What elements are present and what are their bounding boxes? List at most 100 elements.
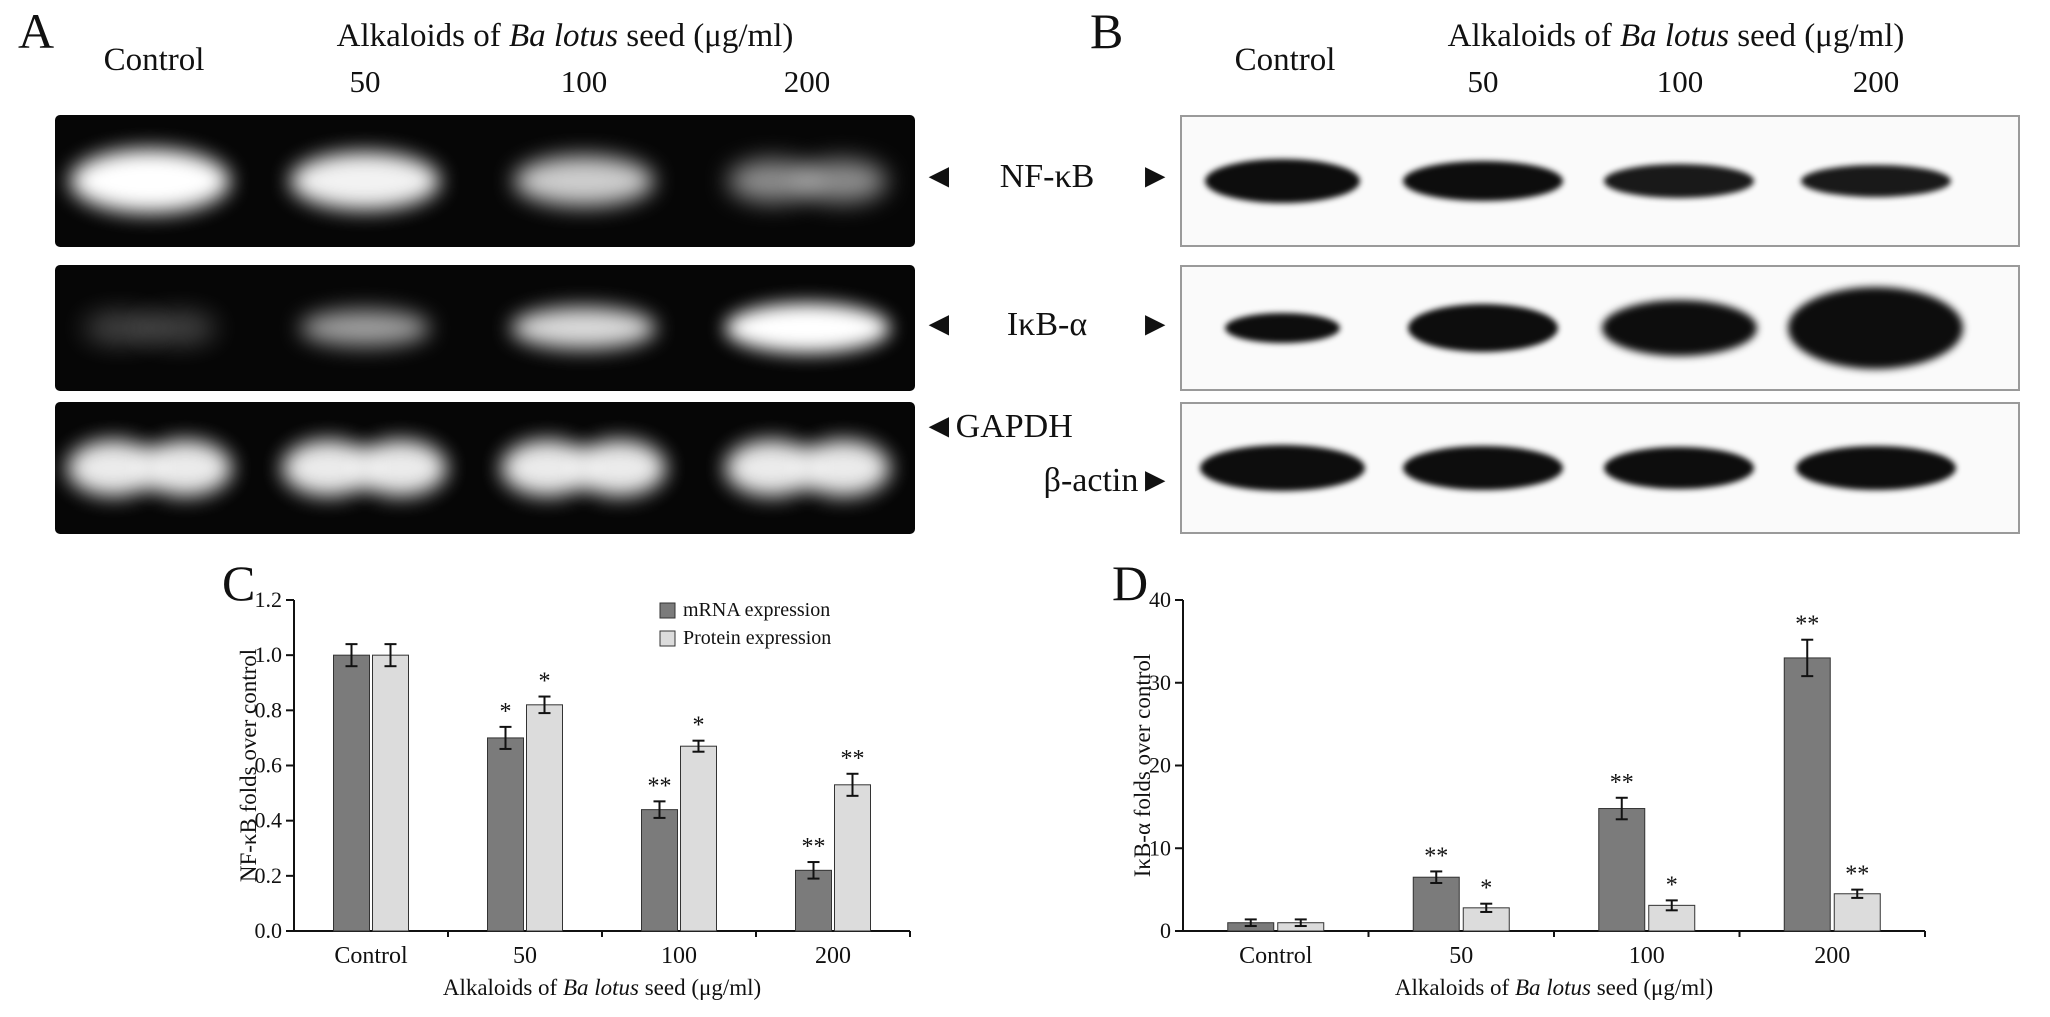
band-label-nfkb: ◄ NF-κB ► [922, 158, 1172, 196]
gel-band [299, 310, 430, 346]
bar [641, 809, 678, 932]
treatment-species-italic: Ba lotus [508, 18, 619, 54]
significance-star: ** [1795, 612, 1819, 638]
left-arrow-icon: ◄ [922, 158, 956, 195]
gel-band [513, 156, 654, 206]
category-label: 50 [1449, 943, 1473, 969]
gel-band [1800, 165, 1951, 197]
panel-b-dose-100: 100 [1656, 64, 1704, 99]
gel-band [725, 303, 890, 353]
bar [372, 654, 409, 932]
gel-strip-ikba-b [1180, 265, 2020, 391]
y-tick-label: 0 [1160, 918, 1171, 943]
panel-d-label: D [1112, 555, 1149, 611]
y-tick-label: 0.2 [255, 863, 283, 888]
gel-strip-nfkb-b [1180, 115, 2020, 247]
y-tick-label: 30 [1149, 670, 1171, 695]
significance-star: * [693, 713, 705, 739]
gel-band [1604, 447, 1755, 489]
band-label-gapdh: ◄GAPDH [922, 408, 1073, 445]
gel-strip-nfkb-a [55, 115, 915, 247]
treatment-species-italic: Ba lotus [1619, 18, 1730, 54]
legend-label: mRNA expression [683, 599, 830, 621]
significance-star: * [539, 669, 551, 695]
legend-swatch [659, 602, 676, 619]
y-tick-label: 0.6 [255, 753, 283, 778]
category-label: Control [1239, 943, 1313, 969]
y-axis-label: IκB-α folds over control [1130, 654, 1155, 878]
category-label: 50 [513, 943, 537, 969]
gel-band [797, 440, 890, 496]
panel-a-dose-100: 100 [560, 64, 608, 99]
band-label-ikba-text: IκB-α [1006, 306, 1088, 343]
significance-star: ** [1424, 843, 1448, 869]
gel-band [1788, 287, 1964, 369]
significance-star: ** [1845, 862, 1869, 888]
chart-D: 0 10 20 30 40 IκB-α folds over control Control… [1130, 587, 1926, 1000]
gel-band [511, 307, 657, 349]
y-tick-label: 20 [1149, 753, 1171, 778]
bar [1412, 876, 1460, 932]
significance-star: ** [802, 834, 826, 860]
right-arrow-icon: ► [1138, 306, 1172, 343]
bar [834, 784, 871, 932]
gel-band [1604, 164, 1755, 198]
bar [1598, 808, 1646, 932]
bar [680, 745, 717, 932]
gel-band [83, 315, 158, 341]
panel-a-dose-50: 50 [349, 64, 381, 99]
gel-band [1204, 159, 1360, 203]
gel-band [141, 315, 216, 341]
right-arrow-icon: ► [1138, 158, 1172, 195]
x-axis-label: Alkaloids of Ba lotus seed (μg/ml) [1395, 975, 1713, 1000]
panel-b-dose-200: 200 [1852, 64, 1900, 99]
gel-band [1402, 446, 1563, 490]
y-tick-label: 10 [1149, 835, 1171, 860]
panel-b-dose-50: 50 [1467, 64, 1499, 99]
gel-strip-bactin-b [1180, 402, 2020, 534]
gel-band [573, 440, 667, 496]
bar [795, 869, 832, 932]
gel-band [1601, 300, 1757, 356]
category-label: 200 [815, 943, 851, 969]
bar [526, 704, 563, 932]
gel-band [1407, 304, 1558, 352]
panel-b-treatment-label: Alkaloids of Ba lotus seed (μg/ml) [1448, 18, 1905, 55]
bar [333, 654, 370, 932]
gel-strip-ikba-a [55, 265, 915, 391]
significance-star: * [500, 699, 512, 725]
panel-a-dose-200: 200 [783, 64, 831, 99]
chart-C: 0.0 0.2 0.4 0.6 0.8 1.0 1.2 NF-κB folds over co… [236, 587, 911, 1000]
gel-band [1199, 445, 1365, 491]
gel-band [354, 440, 448, 496]
gel-strip-gapdh-a [55, 402, 915, 534]
panel-a-control-label: Control [103, 42, 205, 78]
legend-label: Protein expression [683, 627, 831, 649]
band-label-nfkb-text: NF-κB [999, 158, 1095, 195]
treatment-post: seed (μg/ml) [618, 18, 794, 54]
panel-c-label: C [222, 555, 256, 611]
category-label: Control [334, 943, 408, 969]
treatment-post: seed (μg/ml) [1729, 18, 1905, 54]
gel-band [69, 149, 230, 213]
significance-star: ** [841, 746, 865, 772]
y-tick-label: 0.8 [255, 697, 283, 722]
gel-band [289, 152, 440, 210]
bar [1833, 893, 1881, 932]
band-label-bactin: β-actin► [1043, 462, 1172, 499]
category-label: 200 [1814, 943, 1850, 969]
panel-a-treatment-label: Alkaloids of Ba lotus seed (μg/ml) [337, 18, 794, 55]
significance-star: * [1480, 876, 1492, 902]
treatment-pre: Alkaloids of [336, 18, 509, 54]
y-tick-label: 0.4 [255, 808, 283, 833]
gel-band [1402, 161, 1563, 201]
gelB [1180, 115, 2020, 534]
panel-a-label: A [18, 3, 55, 59]
treatment-pre: Alkaloids of [1447, 18, 1620, 54]
y-axis-label: NF-κB folds over control [236, 649, 261, 882]
band-label-ikba: ◄ IκB-α ► [922, 306, 1172, 344]
gel-band [139, 440, 233, 496]
significance-star: ** [648, 773, 672, 799]
gel-band [1224, 313, 1340, 343]
gel-band [1795, 446, 1956, 490]
